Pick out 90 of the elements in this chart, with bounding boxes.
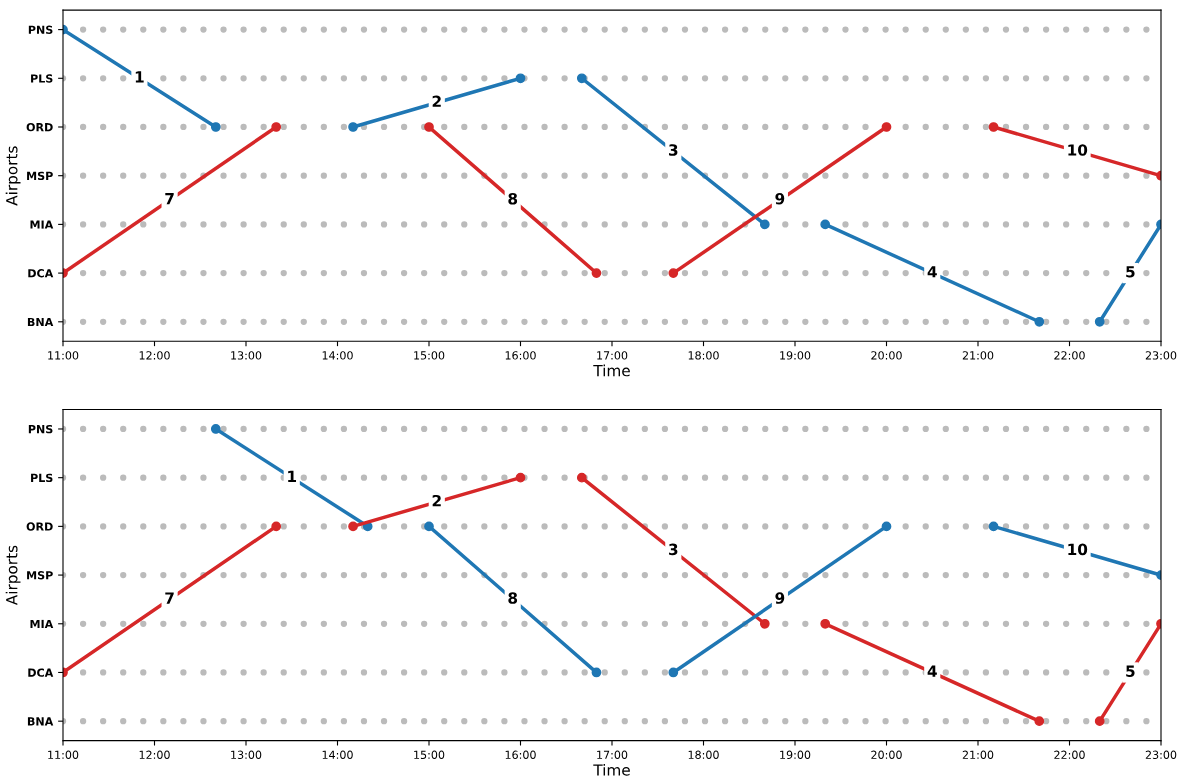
x-tick-label: 22:00 bbox=[1054, 351, 1085, 360]
point bbox=[1034, 716, 1045, 727]
x-tick-label: 13:00 bbox=[231, 750, 262, 759]
x-tick-label: 19:00 bbox=[780, 351, 811, 360]
point bbox=[668, 667, 679, 678]
point bbox=[348, 122, 358, 132]
point bbox=[271, 122, 282, 132]
y-tick-label: PNS bbox=[28, 424, 53, 434]
point bbox=[424, 521, 434, 532]
point bbox=[591, 268, 602, 278]
y-tick-label: MIA bbox=[30, 619, 54, 628]
x-tick-label: 19:00 bbox=[780, 750, 811, 759]
point bbox=[668, 268, 679, 278]
series-label: 3 bbox=[669, 144, 678, 156]
point bbox=[576, 73, 587, 84]
x-tick-label: 23:00 bbox=[1145, 750, 1177, 759]
series-label: 2 bbox=[432, 95, 441, 107]
point bbox=[988, 521, 999, 532]
y-tick-label: MIA bbox=[30, 220, 54, 229]
series-label: 1 bbox=[135, 71, 144, 83]
point bbox=[1094, 316, 1105, 327]
x-tick-label: 11:00 bbox=[48, 351, 79, 360]
x-tick-label: 20:00 bbox=[871, 351, 902, 360]
point bbox=[210, 122, 221, 132]
y-tick-label: BNA bbox=[27, 717, 54, 726]
y-tick-label: ORD bbox=[26, 522, 53, 531]
point bbox=[820, 219, 831, 230]
y-tick-label: DCA bbox=[28, 269, 54, 278]
x-tick-label: 21:00 bbox=[962, 750, 994, 759]
x-tick-label: 17:00 bbox=[597, 351, 628, 360]
series-label: 1 bbox=[288, 470, 297, 482]
y-axis-title: Airports bbox=[5, 146, 21, 206]
series-label: 7 bbox=[165, 193, 174, 205]
x-tick-label: 20:00 bbox=[871, 750, 902, 759]
x-axis-title: Time bbox=[593, 364, 630, 377]
y-tick-label: PLS bbox=[31, 473, 53, 483]
point bbox=[988, 122, 999, 132]
x-tick-label: 18:00 bbox=[688, 750, 719, 759]
series-label: 2 bbox=[432, 494, 441, 507]
series-label: 3 bbox=[669, 543, 678, 556]
series-label: 7 bbox=[165, 592, 174, 604]
series-label: 9 bbox=[775, 592, 785, 604]
point bbox=[515, 472, 526, 483]
point bbox=[515, 73, 526, 84]
x-tick-label: 21:00 bbox=[962, 351, 994, 360]
y-tick-label: DCA bbox=[28, 668, 54, 677]
y-tick-label: PLS bbox=[31, 74, 53, 83]
x-tick-label: 22:00 bbox=[1054, 750, 1085, 759]
point bbox=[881, 521, 892, 532]
point bbox=[820, 618, 831, 629]
series-label: 4 bbox=[927, 665, 937, 677]
series-label: 9 bbox=[775, 192, 785, 205]
point bbox=[881, 122, 892, 132]
point bbox=[591, 667, 602, 678]
y-axis-title: Airports bbox=[5, 545, 21, 606]
x-tick-label: 14:00 bbox=[322, 750, 353, 759]
y-tick-label: MSP bbox=[27, 171, 53, 181]
point bbox=[348, 521, 358, 532]
x-axis-title: Time bbox=[593, 763, 630, 776]
point bbox=[759, 618, 770, 629]
y-tick-label: BNA bbox=[27, 317, 54, 327]
x-tick-label: 16:00 bbox=[505, 351, 536, 360]
series-label: 5 bbox=[1126, 665, 1135, 677]
x-tick-label: 16:00 bbox=[505, 750, 536, 759]
x-tick-label: 15:00 bbox=[414, 750, 445, 759]
series-label: 10 bbox=[1068, 144, 1088, 156]
x-tick-label: 12:00 bbox=[139, 750, 170, 759]
point bbox=[210, 424, 221, 434]
series-label: 8 bbox=[508, 592, 518, 604]
x-tick-label: 14:00 bbox=[322, 351, 353, 360]
x-tick-label: 13:00 bbox=[231, 351, 262, 360]
point bbox=[1034, 316, 1045, 327]
x-tick-label: 11:00 bbox=[48, 750, 79, 759]
series-label: 10 bbox=[1068, 543, 1088, 556]
series-label: 8 bbox=[508, 192, 518, 205]
y-tick-label: PNS bbox=[28, 25, 53, 34]
x-tick-label: 12:00 bbox=[139, 351, 170, 360]
x-tick-label: 15:00 bbox=[414, 351, 445, 360]
x-tick-label: 23:00 bbox=[1145, 351, 1177, 360]
x-tick-label: 18:00 bbox=[688, 351, 719, 360]
point bbox=[271, 521, 282, 532]
point bbox=[576, 472, 587, 483]
point bbox=[759, 219, 770, 230]
y-tick-label: ORD bbox=[26, 122, 53, 132]
point bbox=[424, 122, 434, 132]
series-label: 5 bbox=[1126, 266, 1135, 278]
x-tick-label: 17:00 bbox=[597, 750, 628, 759]
point bbox=[1094, 716, 1105, 727]
series-label: 4 bbox=[927, 266, 937, 278]
y-tick-label: MSP bbox=[27, 571, 53, 580]
